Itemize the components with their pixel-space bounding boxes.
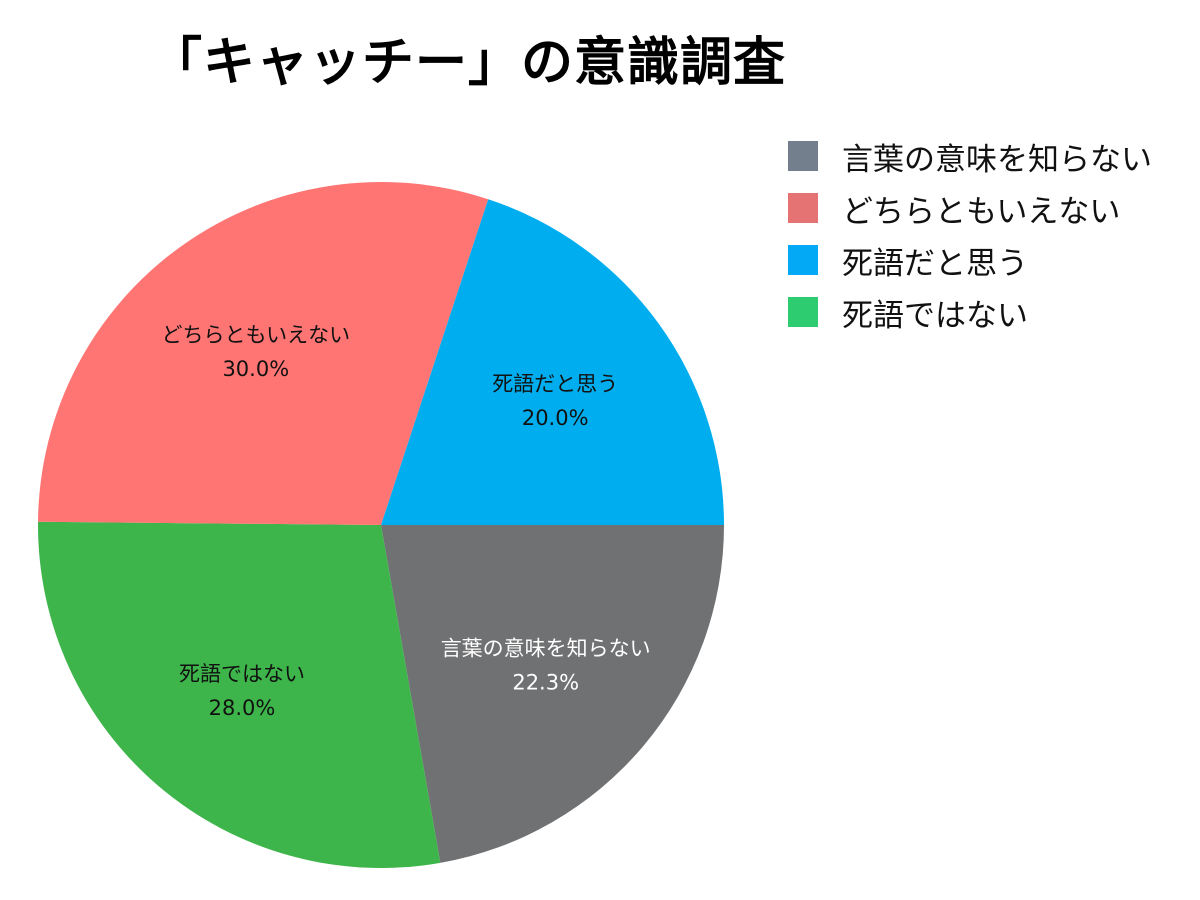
slice-label-neutral: どちらともいえない	[162, 323, 351, 347]
legend-item-unknown-meaning: 言葉の意味を知らない	[788, 130, 1193, 182]
legend-swatch-neutral	[788, 193, 818, 223]
legend-label-not-dead-word: 死語ではない	[842, 297, 1028, 334]
legend-label-unknown-meaning: 言葉の意味を知らない	[842, 141, 1152, 178]
pie-slice-dead-word	[381, 199, 724, 525]
chart-title: 「キャッチー」の意識調査	[150, 33, 787, 93]
legend-swatch-dead-word	[788, 245, 818, 275]
legend-swatch-unknown-meaning	[788, 141, 818, 171]
pie-slice-not-dead-word	[38, 521, 441, 868]
chart-legend: 言葉の意味を知らない どちらともいえない 死語だと思う 死語ではない	[788, 130, 1193, 338]
legend-label-dead-word: 死語だと思う	[842, 245, 1028, 282]
slice-label-dead-word: 死語だと思う	[492, 372, 618, 396]
pie-slice-neutral	[38, 182, 489, 526]
legend-item-neutral: どちらともいえない	[788, 182, 1193, 234]
slice-label-unknown-meaning: 言葉の意味を知らない	[441, 636, 651, 660]
legend-item-not-dead-word: 死語ではない	[788, 286, 1193, 338]
slice-value-dead-word: 20.0%	[522, 406, 589, 430]
pie-slice-unknown-meaning	[381, 525, 724, 863]
slice-value-not-dead-word: 28.0%	[209, 696, 276, 720]
slice-label-not-dead-word: 死語ではない	[179, 662, 305, 686]
legend-label-neutral: どちらともいえない	[842, 193, 1121, 230]
slice-value-unknown-meaning: 22.3%	[512, 670, 579, 694]
legend-swatch-not-dead-word	[788, 297, 818, 327]
legend-item-dead-word: 死語だと思う	[788, 234, 1193, 286]
slice-value-neutral: 30.0%	[222, 357, 289, 381]
